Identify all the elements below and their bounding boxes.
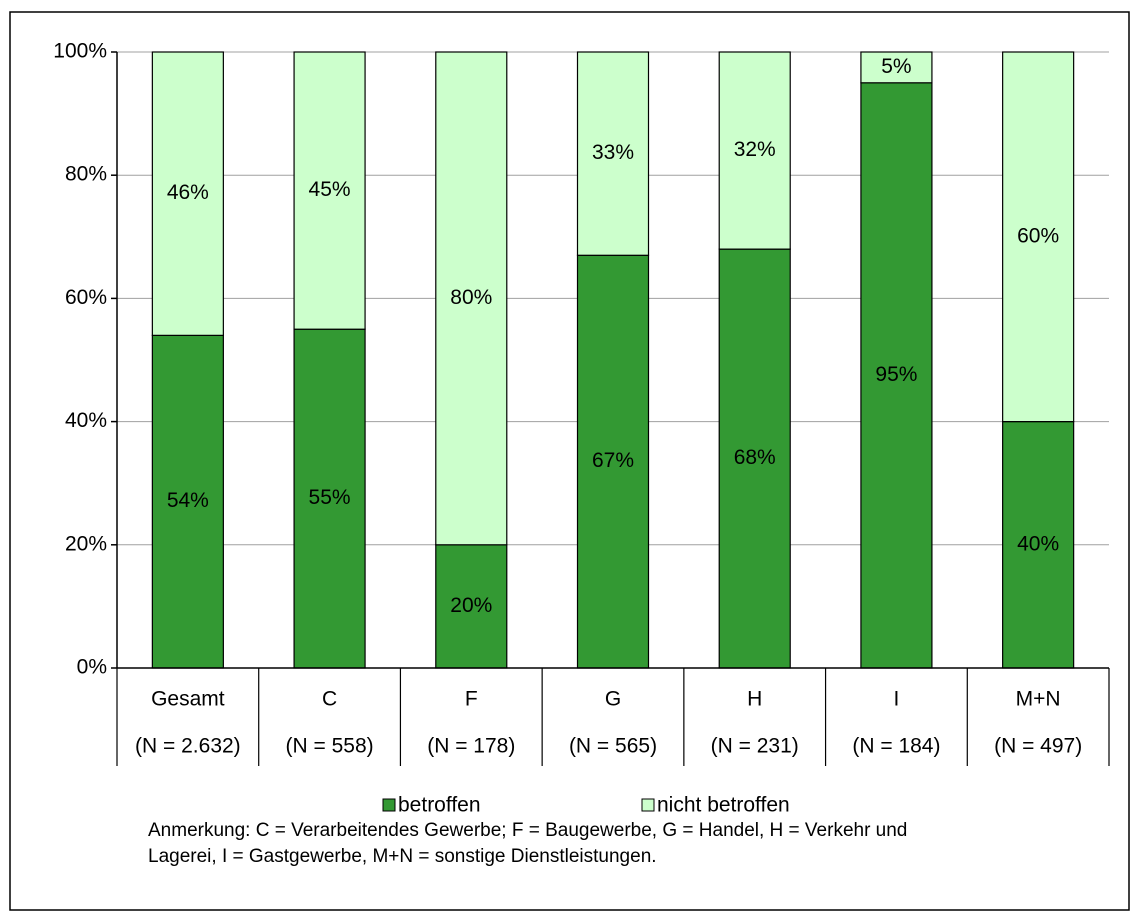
y-tick-label: 0%: [77, 656, 107, 679]
bar-segment: [293, 51, 366, 330]
y-tick-label: 40%: [65, 409, 107, 432]
bar-segment: [860, 51, 933, 84]
y-tick-label: 100%: [53, 40, 107, 63]
data-label: 60%: [1017, 224, 1059, 247]
data-label: 20%: [450, 594, 492, 617]
x-tick-sublabel: (N = 558): [286, 735, 374, 758]
x-tick-label: G: [605, 688, 621, 711]
y-tick-label: 60%: [65, 286, 107, 309]
data-label: 95%: [875, 363, 917, 386]
x-tick-sublabel: (N = 178): [427, 735, 515, 758]
bar-segment: [718, 248, 791, 669]
data-label: 40%: [1017, 532, 1059, 555]
x-tick-label: Gesamt: [151, 688, 225, 711]
data-label: 54%: [167, 489, 209, 512]
data-label: 68%: [734, 446, 776, 469]
bar-segment: [576, 254, 650, 669]
x-tick-label: C: [322, 688, 337, 711]
data-label: 45%: [309, 178, 351, 201]
note: Anmerkung: C = Verarbeitendes Gewerbe; F…: [148, 820, 907, 841]
data-label: 67%: [592, 449, 634, 472]
x-tick-label: F: [465, 688, 478, 711]
bar-segment: [435, 51, 508, 546]
legend-swatch: [641, 798, 655, 812]
bar-segment: [151, 334, 224, 669]
x-tick-sublabel: (N = 231): [711, 735, 799, 758]
x-tick-sublabel: (N = 2.632): [135, 735, 241, 758]
x-tick-sublabel: (N = 184): [852, 735, 940, 758]
bar-segment: [1002, 421, 1075, 669]
data-label: 80%: [450, 286, 492, 309]
legend-label: betroffen: [398, 794, 481, 817]
legend-swatch: [382, 798, 396, 812]
data-label: 46%: [167, 181, 209, 204]
x-tick-label: H: [747, 688, 762, 711]
x-tick-sublabel: (N = 565): [569, 735, 657, 758]
bar-segment: [718, 51, 791, 250]
x-tick-label: M+N: [1016, 688, 1061, 711]
bar-segment: [1002, 51, 1075, 423]
legend-label: nicht betroffen: [657, 794, 790, 817]
x-tick-label: I: [894, 688, 900, 711]
bar-segment: [860, 82, 933, 669]
y-tick-label: 80%: [65, 163, 107, 186]
bar-segment: [576, 51, 650, 256]
data-label: 5%: [881, 55, 911, 78]
x-tick-sublabel: (N = 497): [994, 735, 1082, 758]
data-label: 32%: [734, 138, 776, 161]
note: Lagerei, I = Gastgewerbe, M+N = sonstige…: [148, 846, 657, 867]
bar-segment: [151, 51, 224, 336]
y-tick-label: 20%: [65, 532, 107, 555]
data-label: 55%: [309, 486, 351, 509]
data-label: 33%: [592, 141, 634, 164]
